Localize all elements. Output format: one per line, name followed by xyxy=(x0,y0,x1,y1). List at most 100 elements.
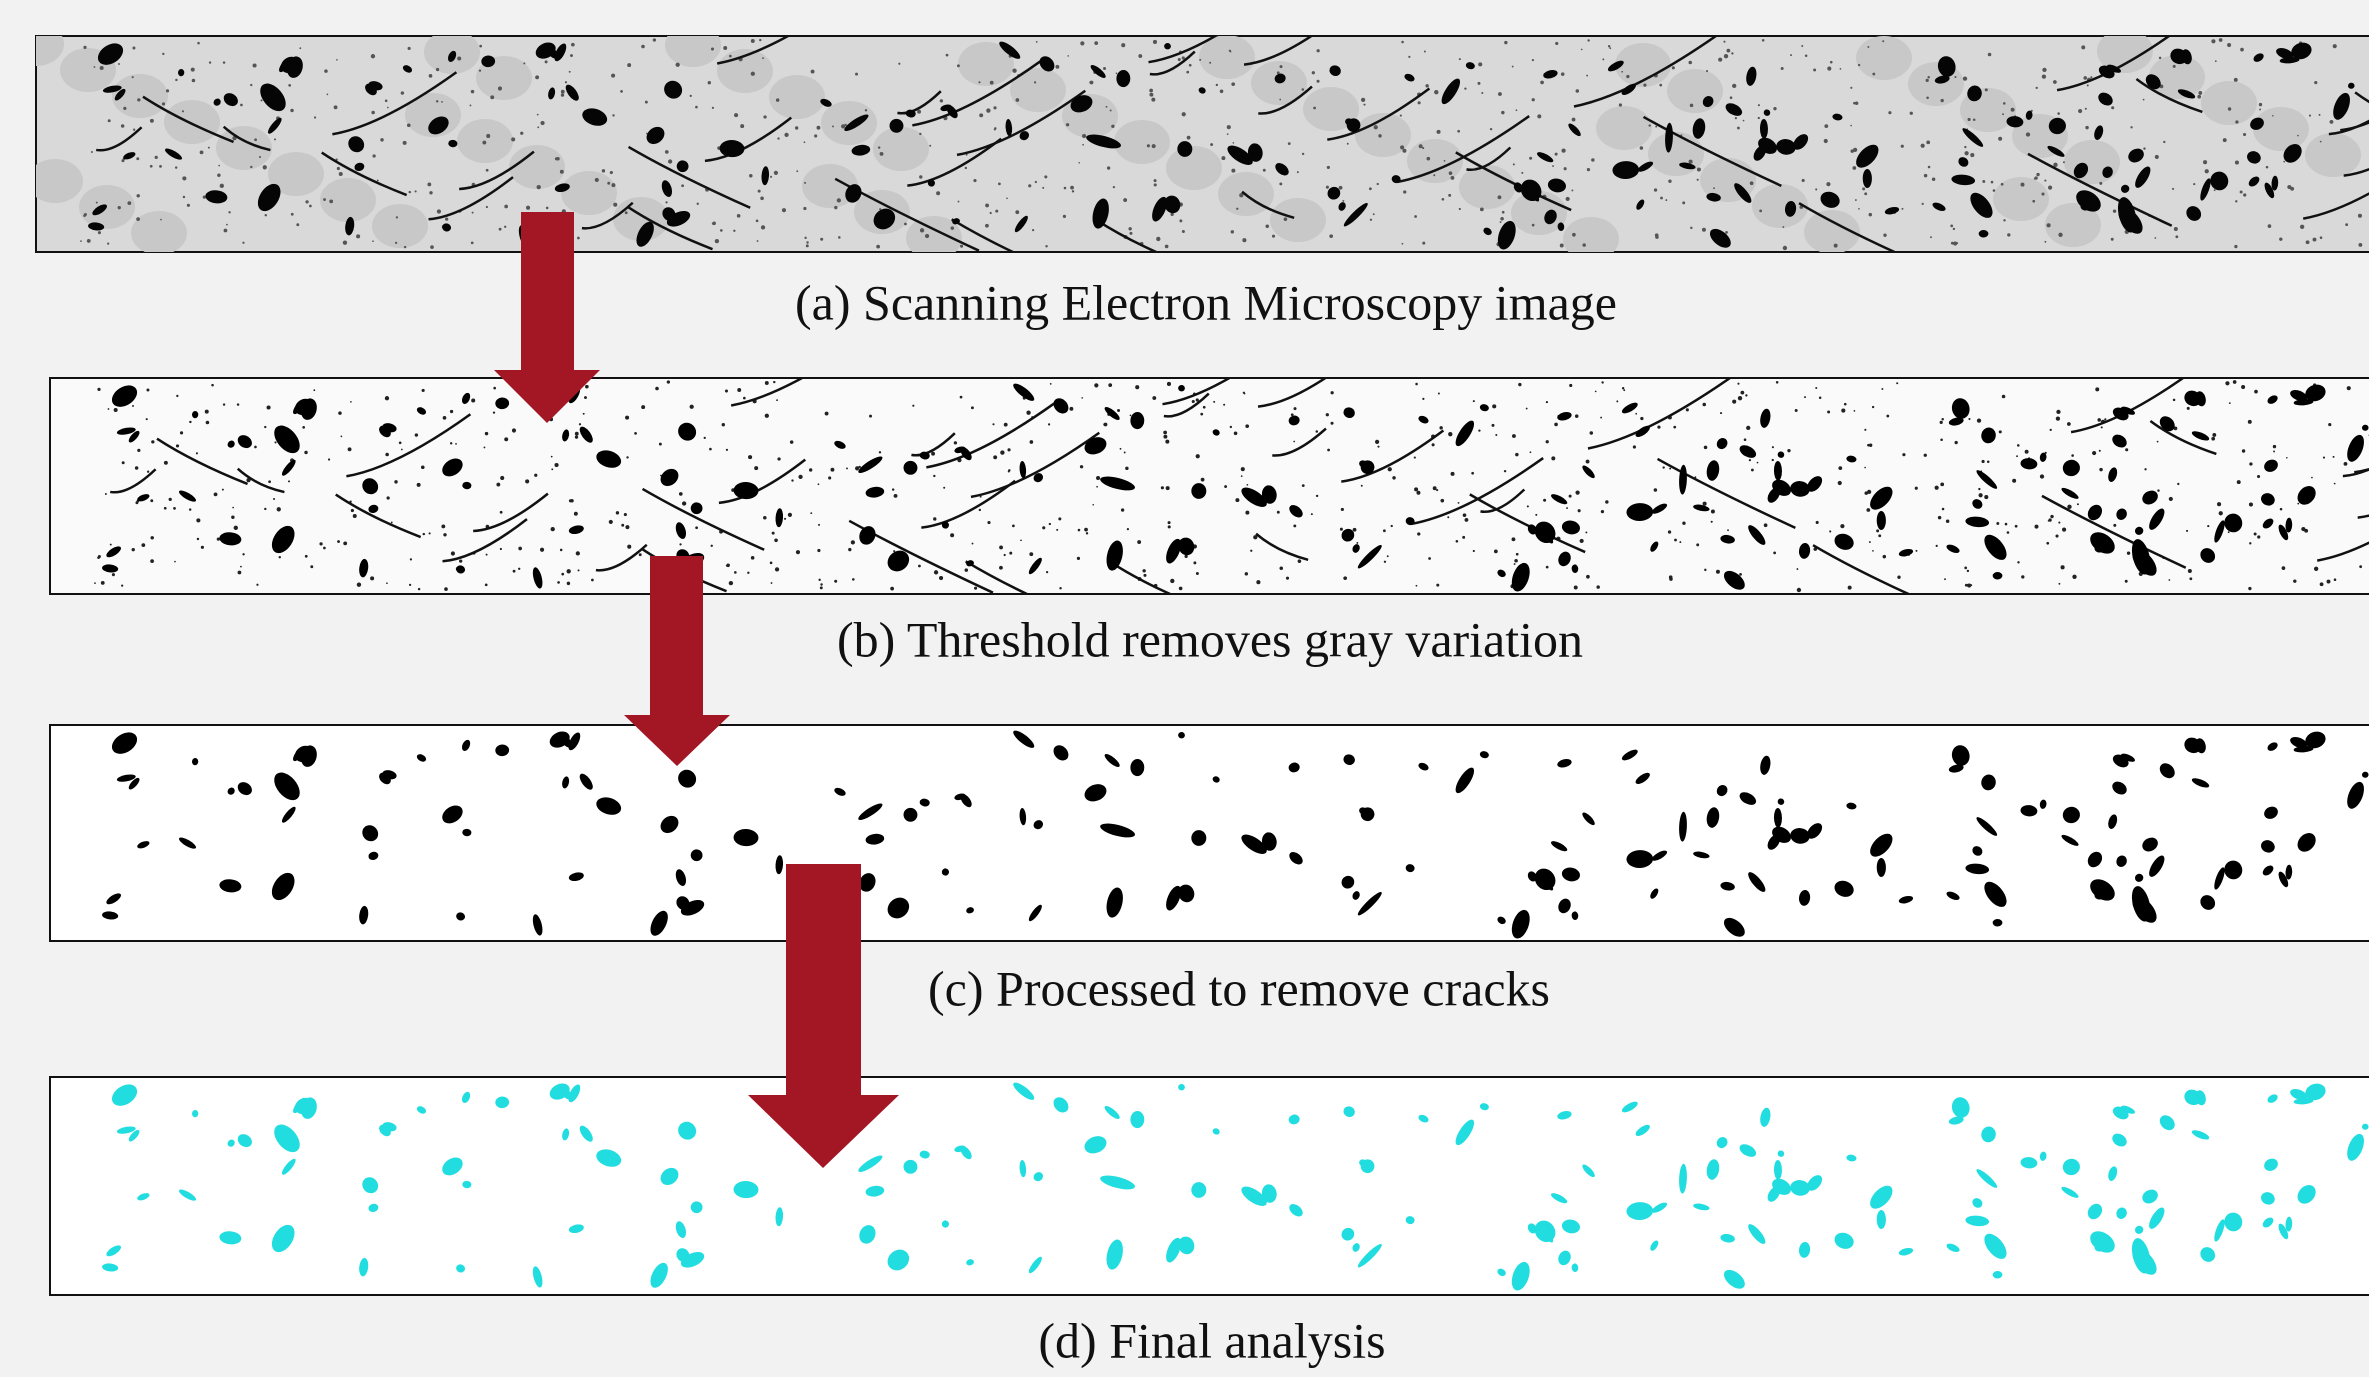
speck xyxy=(1329,234,1333,238)
speck xyxy=(415,190,417,192)
speck xyxy=(659,443,662,446)
speck xyxy=(2240,191,2243,194)
speck xyxy=(1773,107,1776,110)
speck xyxy=(1946,519,1949,522)
speck xyxy=(1732,84,1736,88)
speck xyxy=(1120,448,1122,450)
speck xyxy=(1924,174,1928,178)
speck xyxy=(2056,410,2060,414)
speck xyxy=(567,582,570,585)
speck xyxy=(2143,99,2145,101)
speck xyxy=(253,63,257,67)
speck xyxy=(579,423,581,425)
speck xyxy=(2087,84,2089,86)
speck xyxy=(929,145,931,147)
speck xyxy=(2203,160,2207,164)
speck xyxy=(1872,550,1874,552)
speck xyxy=(1954,76,1956,78)
speck xyxy=(1576,89,1579,92)
speck xyxy=(100,66,104,70)
speck xyxy=(1574,586,1578,590)
speck xyxy=(450,442,452,444)
speck xyxy=(1622,387,1624,389)
speck xyxy=(1316,495,1318,497)
speck xyxy=(1422,398,1424,400)
speck xyxy=(729,55,732,58)
speck xyxy=(1416,585,1418,587)
speck xyxy=(1030,440,1034,444)
speck xyxy=(726,565,728,567)
speck xyxy=(1447,516,1449,518)
speck xyxy=(430,245,434,249)
speck xyxy=(1901,145,1904,148)
speck xyxy=(1690,227,1692,229)
speck xyxy=(2021,183,2025,187)
speck xyxy=(2249,542,2251,544)
speck xyxy=(323,198,326,201)
speck xyxy=(1178,58,1181,61)
speck xyxy=(1944,578,1946,580)
speck xyxy=(1331,422,1334,425)
speck xyxy=(804,237,806,239)
speck xyxy=(1080,465,1083,468)
speck xyxy=(209,61,211,63)
speck xyxy=(2097,418,2101,422)
speck xyxy=(2005,523,2008,526)
speck xyxy=(2241,385,2245,389)
speck xyxy=(2228,107,2231,110)
speck xyxy=(2099,182,2102,185)
speck xyxy=(986,108,990,112)
speck xyxy=(537,185,541,189)
speck xyxy=(220,184,224,188)
speck xyxy=(609,520,613,524)
speck xyxy=(1374,125,1378,129)
speck xyxy=(2048,186,2052,190)
speck xyxy=(1128,227,1131,230)
speck xyxy=(1187,136,1191,140)
speck xyxy=(1660,197,1663,200)
speck xyxy=(936,191,940,195)
speck xyxy=(277,507,281,511)
speck xyxy=(667,380,670,383)
speck xyxy=(211,384,214,387)
speck xyxy=(523,62,525,64)
speck xyxy=(214,492,218,496)
speck xyxy=(1720,412,1722,414)
speck xyxy=(774,538,778,542)
speck xyxy=(1167,382,1171,386)
speck xyxy=(1697,179,1699,181)
speck xyxy=(1403,190,1406,193)
speck xyxy=(627,545,631,549)
speck xyxy=(97,556,100,559)
speck xyxy=(403,141,407,145)
speck xyxy=(1852,166,1856,170)
speck xyxy=(1078,162,1080,164)
speck xyxy=(540,548,544,552)
speck xyxy=(1815,188,1817,190)
speck xyxy=(2104,418,2106,420)
speck xyxy=(825,412,829,416)
speck xyxy=(1245,572,1248,575)
speck xyxy=(898,63,900,65)
speck xyxy=(1673,426,1676,429)
speck xyxy=(2268,224,2272,228)
speck xyxy=(471,90,474,93)
speck xyxy=(1478,82,1481,85)
speck xyxy=(1816,521,1819,524)
speck xyxy=(1182,230,1185,233)
speck xyxy=(820,583,822,585)
speck xyxy=(1910,112,1913,115)
speck xyxy=(486,169,489,172)
speck xyxy=(2248,587,2251,590)
speck xyxy=(1016,98,1020,102)
speck xyxy=(470,105,472,107)
speck xyxy=(1142,569,1145,572)
speck xyxy=(1716,570,1720,574)
speck xyxy=(2314,81,2317,84)
speck xyxy=(1991,181,1994,184)
speck xyxy=(1855,102,1858,105)
speck xyxy=(457,56,461,60)
speck xyxy=(1578,509,1581,512)
speck xyxy=(1725,231,1728,234)
figure: (a) Scanning Electron Microscopy image (… xyxy=(0,0,2369,1377)
